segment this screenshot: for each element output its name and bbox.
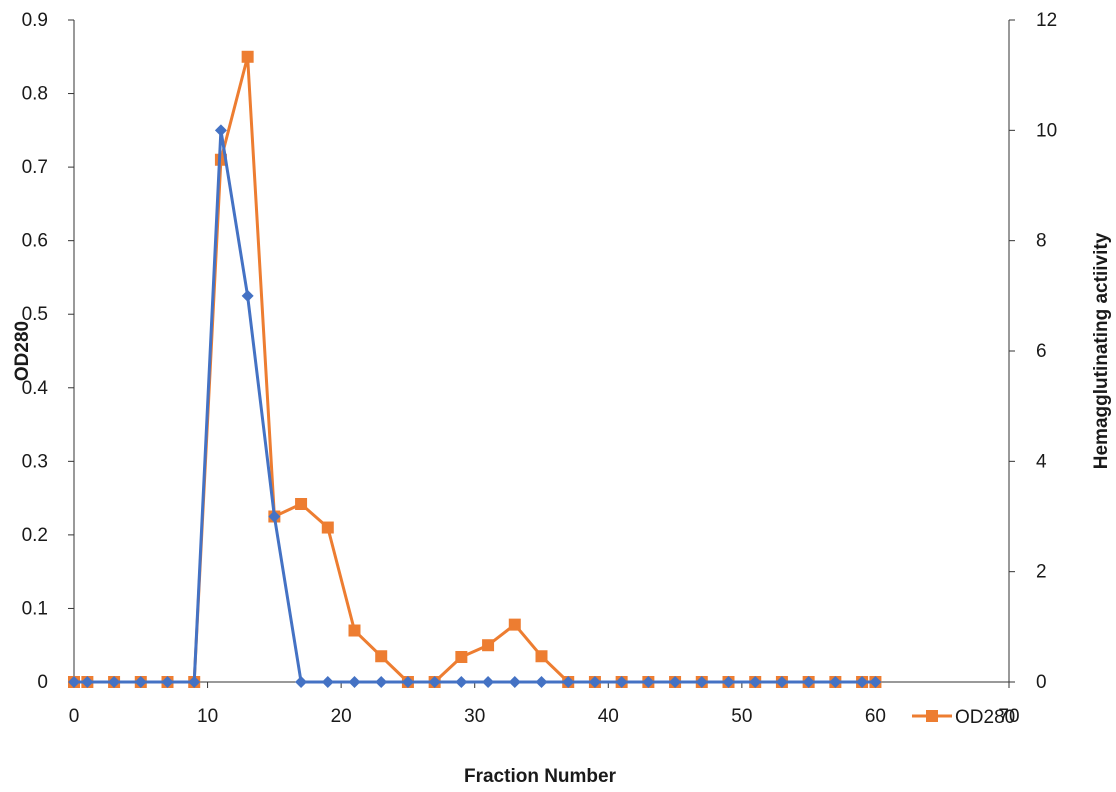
y-left-tick-label: 0.4	[22, 378, 49, 399]
series-1-point	[588, 676, 601, 688]
series-1-point	[749, 676, 762, 688]
series-1-point	[348, 676, 361, 688]
y-left-tick-label: 0.8	[22, 84, 48, 105]
series-1-point	[428, 676, 441, 688]
y-right-tick-label: 0	[1036, 672, 1047, 693]
y-left-tick-label: 0.9	[22, 10, 48, 31]
series-1-point	[535, 676, 548, 688]
x-tick-label: 30	[464, 706, 485, 727]
series-0-group	[68, 50, 882, 688]
series-0-point	[295, 497, 308, 510]
series-0-point	[375, 650, 388, 663]
series-1-point	[81, 676, 94, 688]
series-1-point	[669, 676, 682, 688]
y-right-axis-title: Hemagglutinating actiivity	[1091, 232, 1112, 469]
y-left-tick-label: 0.2	[22, 525, 48, 546]
series-1-point	[375, 676, 388, 688]
y-left-tick-label: 0.6	[22, 231, 48, 252]
y-left-axis-title: OD280	[12, 321, 33, 381]
series-0-point	[321, 521, 334, 534]
series-1-point	[856, 676, 869, 688]
series-1-point	[869, 676, 882, 688]
x-tick-label: 70	[998, 706, 1019, 727]
series-1-point	[321, 676, 334, 688]
x-tick-label: 0	[69, 706, 80, 727]
series-1-point	[214, 124, 227, 137]
series-1-point	[401, 676, 414, 688]
x-tick-label: 50	[731, 706, 752, 727]
x-tick-label: 20	[331, 706, 352, 727]
series-1-point	[295, 676, 308, 688]
series-1-point	[829, 676, 842, 688]
series-1-point	[161, 676, 174, 688]
y-right-tick-label: 4	[1036, 451, 1047, 472]
series-1-line	[74, 128, 876, 684]
series-1-point	[642, 676, 655, 688]
x-axis-title: Fraction Number	[464, 766, 617, 787]
series-1-point	[615, 676, 628, 688]
y-right-tick-label: 6	[1036, 341, 1047, 362]
series-0-point	[535, 650, 548, 663]
y-left-tick-label: 0.5	[22, 304, 48, 325]
series-0-point	[482, 639, 495, 652]
series-1-point	[68, 676, 80, 688]
series-1-point	[134, 676, 147, 688]
x-tick-label: 40	[598, 706, 619, 727]
ticks-layer: 0 10 20 30 40 50 60 7000.10.20.30.40.50.60.70.8…	[22, 10, 1058, 727]
series-1-point	[802, 676, 815, 688]
x-tick-label: 10	[197, 706, 218, 727]
series-1-point	[508, 676, 521, 688]
y-right-tick-label: 12	[1036, 10, 1057, 31]
y-left-tick-label: 0.7	[22, 157, 48, 178]
y-left-tick-label: 0.1	[22, 598, 48, 619]
series-1-point	[241, 289, 254, 302]
legend: OD280	[912, 707, 1015, 728]
series-0-point	[508, 618, 521, 631]
series-1-point	[482, 676, 495, 688]
y-right-tick-label: 8	[1036, 231, 1047, 252]
series-1-point	[562, 676, 575, 688]
legend-od280-marker	[926, 710, 938, 722]
series-1-point	[188, 676, 201, 688]
series-layer	[68, 50, 882, 688]
y-left-tick-label: 0.3	[22, 451, 48, 472]
series-0-point	[241, 50, 254, 63]
series-1-point	[695, 676, 708, 688]
y-right-tick-label: 10	[1036, 120, 1057, 141]
series-1-point	[775, 676, 788, 688]
x-tick-label: 60	[865, 706, 886, 727]
series-1-point	[108, 676, 121, 688]
series-1-point	[455, 676, 468, 688]
series-1-group	[68, 124, 882, 688]
series-1-point	[722, 676, 735, 688]
y-left-tick-label: 0	[37, 672, 48, 693]
series-1-point	[268, 510, 281, 523]
axes-layer	[73, 20, 1010, 683]
legend-od280-label: OD280	[955, 707, 1015, 728]
series-0-point	[455, 650, 468, 663]
series-0-point	[348, 624, 361, 637]
series-0-line	[74, 55, 876, 684]
y-right-tick-label: 2	[1036, 562, 1047, 583]
